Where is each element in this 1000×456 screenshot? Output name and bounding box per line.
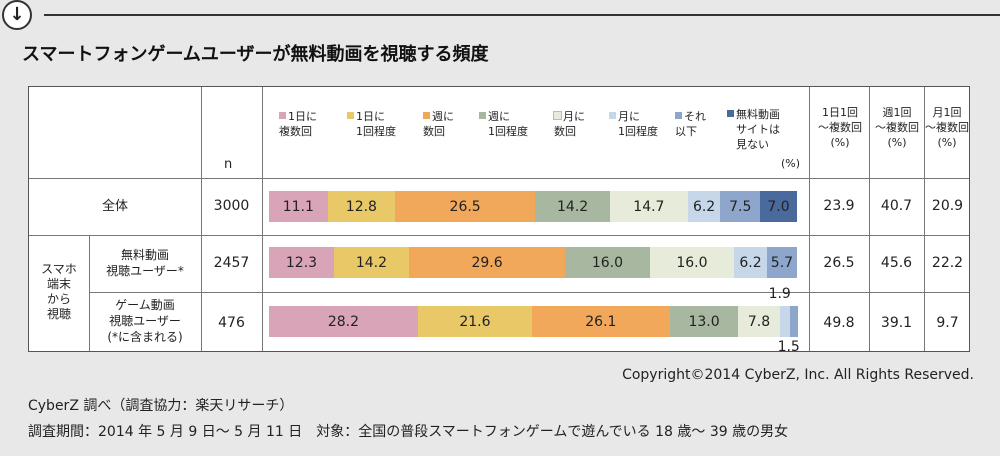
bar-segment: 12.3 <box>269 247 334 278</box>
bar-value-label: 28.2 <box>327 313 360 330</box>
bar-segment: 26.1 <box>531 306 670 337</box>
rate-value: 26.5 <box>823 255 855 271</box>
bar-value-label: 7.0 <box>767 198 790 215</box>
rate-value: 9.7 <box>936 315 959 331</box>
bar-segment: 5.7 <box>766 247 797 278</box>
rate-value: 22.2 <box>931 255 964 271</box>
bar-segment <box>779 306 790 337</box>
rate-value: 23.9 <box>823 198 855 214</box>
bar-segment: 6.2 <box>734 247 767 278</box>
bar-segment: 14.7 <box>610 191 688 222</box>
rate-value: 20.9 <box>931 198 964 214</box>
bar-value-label: 1.9 <box>768 286 791 302</box>
n-value: 476 <box>218 315 245 331</box>
bar-segment: 21.6 <box>417 306 532 337</box>
legend-item: 週に 数回 <box>423 110 454 138</box>
bar-segment: 14.2 <box>333 247 409 278</box>
legend-swatch <box>609 112 616 119</box>
legend-item: 月に 数回 <box>553 110 585 138</box>
column-divider <box>262 87 263 351</box>
chart-table: n (%) 1日に 複数回 1日に 1回程度 週に 数回 週に 1回程度 月に 数回 月に… <box>28 86 970 355</box>
rate-value: 39.1 <box>880 315 913 331</box>
bar-value-label: 14.7 <box>633 198 665 215</box>
source-note: CyberZ 調べ（調査協力：楽天リサーチ） <box>28 398 294 414</box>
column-divider <box>201 87 202 351</box>
side-label-smartphone: スマホ 端末 から 視聴 <box>41 262 77 321</box>
bar-segment: 16.0 <box>649 247 735 278</box>
bar-value-label: 5.7 <box>770 254 794 271</box>
row-divider <box>29 235 969 236</box>
bar-segment: 13.0 <box>669 306 739 337</box>
legend-swatch <box>479 112 486 119</box>
bar-value-label: 6.2 <box>739 254 762 271</box>
chart-title: スマートフォンゲームユーザーが無料動画を視聴する頻度 <box>22 44 489 65</box>
row-divider <box>29 178 969 179</box>
row-label-total: 全体 <box>101 199 128 214</box>
bar-segment: 29.6 <box>408 247 566 278</box>
bar-value-label: 11.1 <box>282 198 314 215</box>
bar-value-label: 14.2 <box>355 254 387 271</box>
bar-segment: 12.8 <box>327 191 396 222</box>
n-value: 2457 <box>213 255 250 271</box>
bar-value-label: 14.2 <box>557 198 589 215</box>
legend-item: 週に 1回程度 <box>479 109 528 139</box>
legend-swatch <box>423 112 430 119</box>
rate-value: 40.7 <box>880 198 913 214</box>
bar-value-label: 16.0 <box>676 254 708 271</box>
n-header: n <box>224 157 233 172</box>
survey-note: 調査期間：2014 年 5 月 9 日〜 5 月 11 日 対象：全国の普段スマ… <box>28 424 789 440</box>
legend-swatch <box>727 110 734 117</box>
bar-segment: 7.8 <box>738 306 780 337</box>
column-divider <box>924 87 925 351</box>
n-value: 3000 <box>213 198 250 214</box>
bar-value-label: 26.5 <box>449 198 481 215</box>
column-divider <box>89 235 90 351</box>
bar-value-label: 12.8 <box>345 198 377 215</box>
column-divider <box>809 87 810 351</box>
arrow-down-icon: ↓ <box>2 0 32 30</box>
rate-header: 月1回 〜複数回 (%) <box>925 106 969 149</box>
bar-segment: 11.1 <box>269 191 328 222</box>
bar-segment: 7.5 <box>720 191 761 222</box>
row-label-game-video-users: ゲーム動画 視聴ユーザー (*に含まれる) <box>107 298 183 344</box>
top-rule <box>44 14 1000 16</box>
row-divider <box>89 292 969 293</box>
legend-item: 月に 1回程度 <box>609 109 658 139</box>
copyright: Copyright©2014 CyberZ, Inc. All Rights R… <box>622 367 974 383</box>
bar-segment: 6.2 <box>687 191 721 222</box>
bar-value-label: 21.6 <box>459 313 491 330</box>
bar-segment <box>789 306 798 337</box>
legend-swatch <box>553 111 562 120</box>
bar-segment: 26.5 <box>395 191 536 222</box>
bar-value-label: 13.0 <box>688 313 720 330</box>
bar-value-label: 16.0 <box>591 254 624 271</box>
bar-value-label: 7.5 <box>729 198 752 215</box>
column-divider <box>869 87 870 351</box>
bar-segment: 16.0 <box>565 247 650 278</box>
rate-value: 49.8 <box>823 315 855 331</box>
legend-item: 1日に 1回程度 <box>347 109 396 139</box>
rate-header: 週1回 〜複数回 (%) <box>875 106 919 149</box>
rate-value: 45.6 <box>880 255 913 271</box>
legend-item: それ 以下 <box>675 110 706 138</box>
rate-header: 1日1回 〜複数回 (%) <box>818 106 862 149</box>
bar-value-label: 1.5 <box>777 339 800 355</box>
bar-value-label: 6.2 <box>692 198 716 215</box>
bar-value-label: 12.3 <box>285 254 318 271</box>
bar-value-label: 26.1 <box>585 313 617 330</box>
legend-swatch <box>675 112 682 119</box>
row-label-video-users: 無料動画 視聴ユーザー* <box>106 248 184 278</box>
legend-swatch <box>347 112 354 119</box>
unit-label: (%) <box>781 157 801 170</box>
legend-item: 1日に 複数回 <box>279 110 317 138</box>
legend-item: 無料動画 サイトは 見ない <box>727 107 780 152</box>
bar-segment: 14.2 <box>535 191 611 222</box>
bar-value-label: 29.6 <box>471 254 503 271</box>
bar-segment: 7.0 <box>760 191 797 222</box>
bar-segment: 28.2 <box>269 306 418 337</box>
bar-value-label: 7.8 <box>747 313 771 330</box>
legend-swatch <box>279 112 286 119</box>
